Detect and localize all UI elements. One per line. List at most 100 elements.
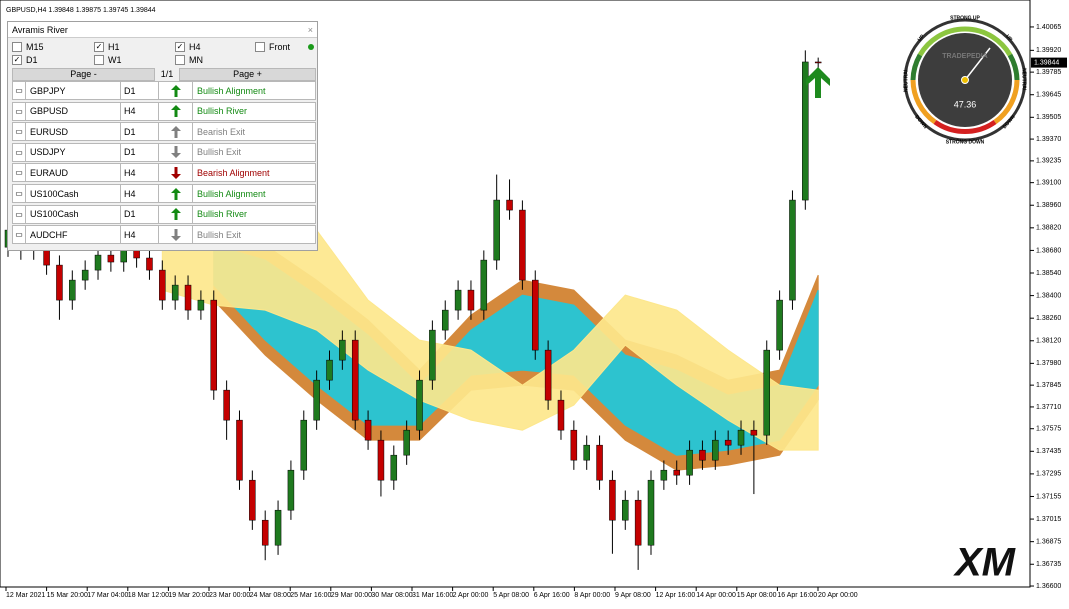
checkbox[interactable]: ✓ H4 xyxy=(175,42,201,52)
y-tick-label: 1.40065 xyxy=(1036,24,1061,31)
y-tick-label: 1.37845 xyxy=(1036,382,1061,389)
arrow-shape xyxy=(170,187,181,200)
arrow-shape xyxy=(170,208,181,221)
direction-arrow xyxy=(170,146,181,159)
candle-body xyxy=(300,419,308,471)
x-tick-label: 15 Mar 20:00 xyxy=(47,592,88,599)
candle-body xyxy=(454,289,462,311)
arrow-cell xyxy=(158,225,193,245)
candle-body xyxy=(313,379,320,421)
row-icon: ▭ xyxy=(12,163,26,183)
checkbox[interactable]: W1 xyxy=(94,55,122,65)
y-tick-label: 1.39645 xyxy=(1036,92,1061,99)
y-tick-label: 1.38260 xyxy=(1036,315,1061,322)
checkbox[interactable]: MN xyxy=(175,55,203,65)
symbol-cell[interactable]: AUDCHF xyxy=(25,225,121,245)
x-tick-label: 25 Mar 16:00 xyxy=(290,592,331,599)
candle-body xyxy=(814,61,822,64)
symbol: GBPUSD,H4 xyxy=(6,7,47,14)
checkbox-label: H1 xyxy=(108,42,120,52)
candle-body xyxy=(274,509,282,546)
x-tick-label: 9 Apr 08:00 xyxy=(615,592,651,599)
symbol-cell[interactable]: US100Cash xyxy=(25,184,121,203)
direction-arrow xyxy=(170,208,181,221)
checkbox[interactable]: M15 xyxy=(12,42,44,52)
page-next[interactable]: Page + xyxy=(179,68,316,81)
arrow-cell xyxy=(158,122,193,142)
candle-body xyxy=(583,444,590,461)
candle-body xyxy=(609,479,616,521)
checkbox-box: ✓ xyxy=(12,55,22,65)
checkbox[interactable]: ✓ H1 xyxy=(94,42,120,52)
direction-arrow xyxy=(170,105,181,118)
candle-body xyxy=(493,199,500,261)
timeframe-cell: H4 xyxy=(120,184,159,203)
y-tick-label: 1.38820 xyxy=(1036,225,1061,232)
candle-body xyxy=(364,419,372,441)
timeframe-cell: D1 xyxy=(120,81,159,100)
gauge-needle xyxy=(964,47,991,81)
checkbox-box xyxy=(94,55,104,65)
gauge-label: UP xyxy=(1004,34,1013,44)
checkbox-label: H4 xyxy=(189,42,201,52)
candle-body xyxy=(133,249,140,259)
gauge-label: NEUTRAL xyxy=(1021,68,1027,92)
symbol-info: GBPUSD,H4 1.39848 1.39875 1.39745 1.3984… xyxy=(6,7,156,14)
river-bands xyxy=(161,219,819,471)
symbol-cell[interactable]: US100Cash xyxy=(25,204,121,224)
x-tick-label: 15 Apr 08:00 xyxy=(737,592,777,599)
y-tick-label: 1.37710 xyxy=(1036,404,1061,411)
y-tick-label: 1.36875 xyxy=(1036,539,1061,546)
timeframe-cell: H4 xyxy=(120,225,159,245)
symbol-cell[interactable]: GBPUSD xyxy=(25,101,121,121)
x-tick-label: 23 Mar 00:00 xyxy=(209,592,250,599)
page-prev[interactable]: Page - xyxy=(12,68,155,81)
checkbox-box xyxy=(175,55,185,65)
candle-body xyxy=(570,429,578,461)
x-tick-label: 5 Apr 08:00 xyxy=(493,592,529,599)
symbol-cell[interactable]: GBPJPY xyxy=(25,81,121,100)
candle-body xyxy=(390,454,398,481)
timeframe-cell: D1 xyxy=(120,122,159,142)
signal-cell: Bullish Exit xyxy=(192,142,316,162)
arrow-shape xyxy=(170,105,181,118)
candle-body xyxy=(326,359,333,381)
candle-body xyxy=(622,499,629,521)
direction-arrow xyxy=(170,84,181,97)
row-icon: ▭ xyxy=(12,204,26,224)
timeframe-cell: D1 xyxy=(120,204,159,224)
candle-body xyxy=(634,499,642,546)
close-button[interactable]: × xyxy=(307,24,313,35)
candle-body xyxy=(107,254,115,263)
candle-body xyxy=(351,339,359,421)
row-icon: ▭ xyxy=(12,184,26,203)
panel-title-bar: Avramis River × xyxy=(8,22,317,38)
x-tick-label: 30 Mar 08:00 xyxy=(371,592,412,599)
last-open: 1.39848 xyxy=(48,7,73,14)
y-tick-label: 1.39505 xyxy=(1036,114,1061,121)
river-band xyxy=(161,219,819,451)
checkbox[interactable]: Front xyxy=(255,42,290,52)
candle-body xyxy=(480,259,488,311)
candle-body xyxy=(763,349,770,436)
checkbox[interactable]: ✓ D1 xyxy=(12,55,38,65)
symbol-cell[interactable]: USDJPY xyxy=(25,142,121,162)
checkbox-label: W1 xyxy=(108,55,122,65)
x-tick-label: 2 Apr 00:00 xyxy=(453,592,489,599)
trend-arrow xyxy=(806,67,830,98)
row-icon: ▭ xyxy=(12,101,26,121)
timeframe-cell: H4 xyxy=(120,101,159,121)
x-tick-label: 31 Mar 16:00 xyxy=(412,592,453,599)
checkbox-label: MN xyxy=(189,55,203,65)
checkbox-box: ✓ xyxy=(175,42,185,52)
timeframe-cell: D1 xyxy=(120,142,159,162)
gauge-label: NEUTRAL xyxy=(903,68,909,92)
candle-body xyxy=(377,439,385,481)
symbol-cell[interactable]: EURAUD xyxy=(25,163,121,183)
row-icon: ▭ xyxy=(12,225,26,245)
current-price: 1.39844 xyxy=(1034,59,1059,66)
gauge-label: STRONG UP xyxy=(950,15,980,21)
symbol-cell[interactable]: EURUSD xyxy=(25,122,121,142)
candle-body xyxy=(467,289,475,311)
